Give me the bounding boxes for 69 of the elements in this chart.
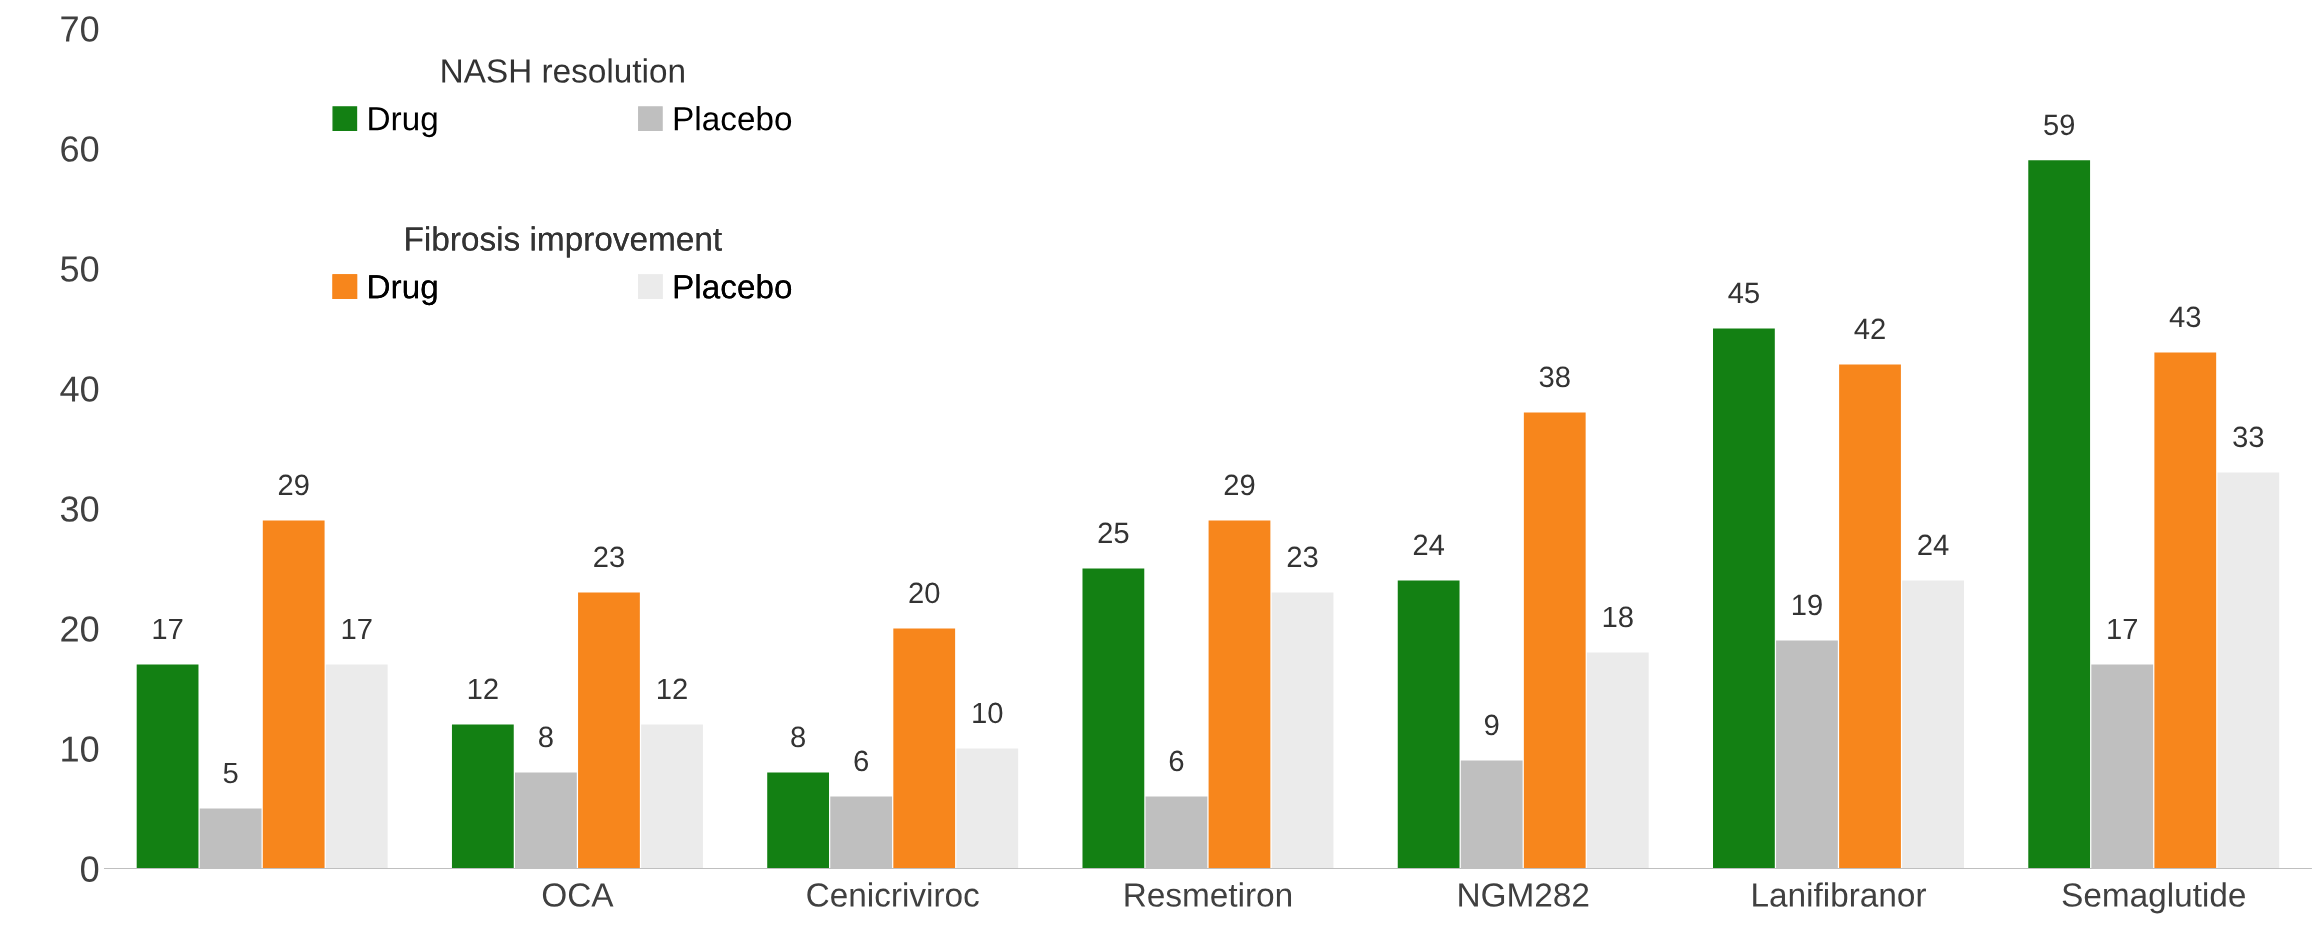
y-tick-label: 0 — [81, 856, 99, 882]
bar — [1839, 364, 1901, 869]
y-tick-label: 50 — [60, 256, 99, 282]
legend-label: Drug — [369, 275, 437, 306]
data-label: 6 — [854, 750, 868, 772]
bar — [136, 664, 199, 869]
data-label: 17 — [153, 618, 183, 639]
x-tick-label: NGM282 — [1459, 883, 1589, 907]
y-tick-label: 60 — [61, 136, 99, 162]
data-label: 5 — [223, 762, 238, 784]
data-label: 20 — [909, 582, 940, 604]
data-label: 8 — [791, 726, 805, 748]
data-label: 10 — [973, 702, 1003, 724]
bar — [1713, 328, 1775, 869]
y-tick-label: 40 — [60, 376, 99, 402]
bar — [641, 724, 703, 869]
legend-label: Drug — [369, 107, 437, 138]
y-tick-label: 20 — [61, 616, 99, 642]
legend-label: Placebo — [674, 274, 792, 299]
bar — [2154, 352, 2217, 869]
bar — [767, 772, 830, 869]
y-tick-label: 10 — [62, 736, 99, 762]
data-label: 18 — [1603, 606, 1633, 628]
annotation: Fibrosis improvement — [406, 226, 722, 258]
bar — [893, 628, 956, 869]
bar — [1082, 568, 1145, 869]
data-label: 25 — [1098, 522, 1129, 544]
bar — [578, 592, 640, 869]
data-label: 8 — [539, 726, 553, 748]
bar — [1523, 412, 1586, 869]
bar — [1397, 580, 1460, 869]
bar — [2217, 472, 2280, 869]
bar — [1586, 652, 1649, 869]
legend-label: Placebo — [674, 106, 792, 131]
data-label: 17 — [342, 618, 372, 639]
bar — [325, 664, 388, 869]
data-label: 59 — [2044, 114, 2075, 136]
data-label: 17 — [2108, 618, 2137, 639]
bar — [956, 748, 1019, 869]
data-label: 24 — [1413, 534, 1445, 555]
data-label: 38 — [1539, 366, 1570, 388]
data-label: 43 — [2169, 306, 2201, 328]
bar — [262, 520, 325, 869]
annotation: NASH resolution — [442, 58, 684, 83]
bar — [1208, 520, 1271, 869]
bar — [1271, 592, 1334, 869]
x-tick-label: Cenicriviroc — [807, 882, 979, 907]
data-label: 12 — [468, 678, 498, 699]
data-label: 9 — [1484, 714, 1499, 736]
data-label: 29 — [1224, 474, 1255, 496]
data-label: 23 — [1287, 546, 1318, 568]
x-tick-label: Lanifibranor — [1753, 882, 1926, 907]
x-tick-label: OCA — [542, 883, 614, 907]
data-label: 29 — [278, 474, 309, 496]
data-label: 6 — [1169, 750, 1184, 772]
x-tick-label: Resmetiron — [1125, 882, 1292, 907]
data-label: 12 — [658, 678, 687, 699]
x-tick-label: Semaglutide — [2062, 882, 2245, 914]
data-label: 23 — [594, 546, 624, 568]
data-label: 45 — [1728, 282, 1759, 304]
bar — [451, 724, 514, 869]
bar — [1902, 580, 1964, 869]
data-label: 19 — [1792, 594, 1822, 616]
data-label: 24 — [1918, 534, 1949, 555]
data-label: 33 — [2233, 426, 2264, 448]
bar — [2028, 160, 2091, 869]
y-tick-label: 30 — [60, 496, 99, 522]
y-tick-label: 70 — [61, 16, 99, 42]
data-label: 42 — [1854, 318, 1885, 339]
